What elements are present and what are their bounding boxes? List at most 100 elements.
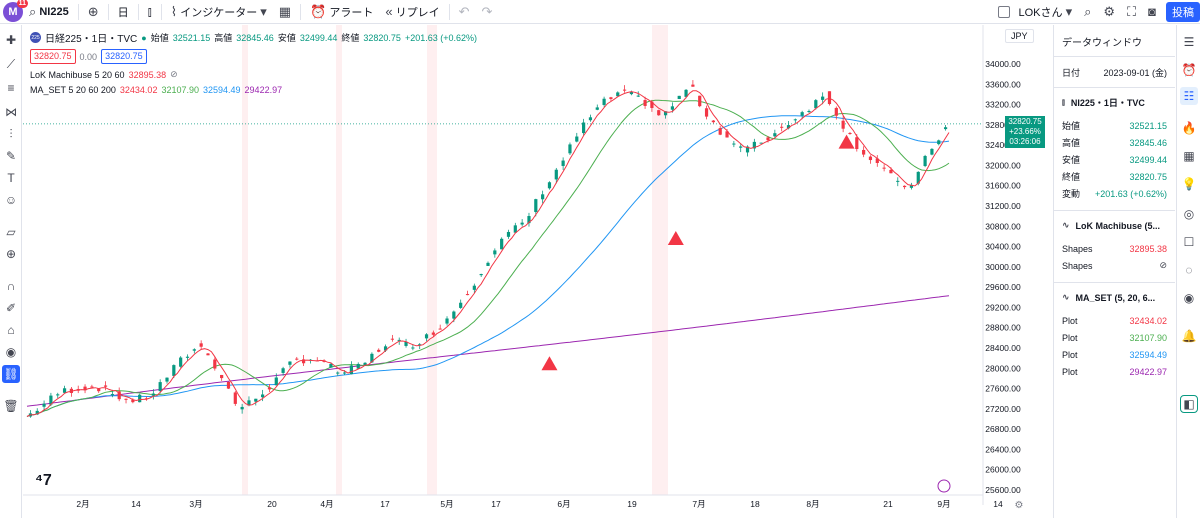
indicator2-section-header[interactable]: ∿ MA_SET (5, 20, 6... [1054, 282, 1175, 312]
chat-icon[interactable]: ☐ [1183, 235, 1195, 249]
text-icon[interactable]: T [7, 171, 15, 185]
candle-body [500, 238, 504, 250]
candle-body [172, 365, 176, 376]
candle-body [179, 357, 183, 367]
candle-body [609, 97, 613, 99]
ma-60-line [26, 115, 950, 417]
chart-type-button[interactable]: ⫾ [142, 0, 158, 24]
legend-indicator-1[interactable]: LoK Machibuse 5 20 60 32895.38 ⊘ [30, 69, 178, 80]
candle-body [814, 100, 818, 109]
search-icon: ⌕ [1084, 3, 1092, 19]
brush-icon[interactable]: ✎ [5, 149, 17, 163]
right-toolbar: ☰ ⏰ ☷ 🔥 ▦ 💡 ◎ ☐ ◌ ◉ 🔔 ◧ [1176, 25, 1200, 518]
alerts-icon[interactable]: ⏰ [1181, 63, 1197, 77]
legend-indicator-2[interactable]: MA_SET 5 20 60 200 32434.02 32107.90 325… [30, 85, 283, 95]
price-tick-label: 31200.00 [985, 201, 1021, 211]
candle-body [534, 199, 538, 212]
candle-body [90, 386, 94, 388]
candle-body [158, 382, 162, 392]
candle-body [274, 377, 278, 386]
candle-body [575, 136, 579, 142]
candle-body [206, 353, 210, 356]
bell-icon[interactable]: 🔔 [1181, 329, 1197, 343]
indicator2-label: Plot [1062, 366, 1078, 377]
currency-button[interactable]: JPY [1005, 29, 1034, 43]
emoji-icon[interactable]: ☺ [4, 193, 18, 207]
zoom-in-icon[interactable]: ⊕ [5, 247, 17, 261]
magnet-icon[interactable]: ∩ [6, 279, 16, 293]
crosshair-icon[interactable]: ✚ [5, 33, 17, 47]
lock-drawing-icon[interactable]: ✐ [5, 301, 17, 315]
alarm-icon: ⏰ [310, 3, 327, 19]
candle-body [698, 95, 702, 107]
candle-body [411, 347, 415, 349]
tradingview-logo-icon[interactable]: ⁴7 [35, 472, 52, 489]
calendar-icon[interactable]: ▦ [1183, 149, 1195, 163]
candle-body [138, 394, 142, 403]
templates-button[interactable]: ▦ [273, 0, 297, 24]
price-tick-label: 30400.00 [985, 242, 1021, 252]
ideas-icon[interactable]: 💡 [1181, 177, 1197, 191]
sell-button[interactable]: 32820.75 [30, 49, 76, 64]
ruler-icon[interactable]: ▱ [6, 225, 16, 239]
price-tick-label: 26400.00 [985, 444, 1021, 454]
notifications-icon[interactable]: ◌ [1185, 263, 1193, 277]
legend-title[interactable]: 日経225・1日・TVC [45, 34, 138, 45]
trading-panel-icon[interactable]: ◧ [1180, 395, 1198, 413]
indicator1-row: Shapes 32895.38 [1054, 240, 1175, 257]
trash-icon[interactable]: 🗑 [3, 399, 19, 413]
drawing-toolbar: ✚ ⟋ ≡ ⋈ ⫶ ✎ T ☺ ▱ ⊕ ∩ ✐ ⌂ ◉ ⛓ 🗑 [0, 25, 22, 518]
candle-body [397, 339, 401, 341]
fib-retracement-icon[interactable]: ≡ [7, 81, 15, 95]
profile-avatar[interactable]: M 11 [3, 0, 28, 22]
settings-button[interactable]: ⚙ [1097, 0, 1121, 24]
time-tick-label: 4月 [320, 499, 333, 509]
time-tick-label: 17 [491, 499, 501, 509]
compare-symbol-button[interactable]: ⊕ [82, 0, 105, 24]
indicator1-label: Shapes [1062, 260, 1093, 271]
indicator2-value: 32434.02 [1129, 315, 1167, 326]
candle-body [827, 91, 832, 105]
ohlc-value: 32845.46 [1129, 137, 1167, 148]
layout-button[interactable]: LOKさん ▾ [992, 0, 1078, 24]
candle-body [670, 106, 674, 110]
undo-button[interactable]: ↶ [453, 0, 476, 24]
redo-button[interactable]: ↷ [476, 0, 499, 24]
candle-body [103, 385, 108, 387]
legend-open: 32521.15 [172, 32, 211, 43]
indicator2-value: 32107.90 [1129, 332, 1167, 343]
alert-button[interactable]: ⏰ アラート [310, 3, 374, 19]
interval-button[interactable]: 日 [117, 6, 129, 19]
snapshot-button[interactable]: ◙ [1142, 0, 1162, 24]
time-tick-label: 3月 [189, 499, 202, 509]
hotlist-icon[interactable]: 🔥 [1181, 121, 1197, 135]
candle-body [711, 120, 715, 123]
indicator1-section-header[interactable]: ∿ LoK Machibuse (5... [1054, 210, 1175, 240]
symbol-search-button[interactable]: ⌕ NI225 [23, 0, 75, 24]
data-window-icon[interactable]: ☷ [1180, 87, 1198, 105]
eye-icon[interactable]: ◉ [5, 345, 17, 359]
chart-pane[interactable]: 34000.00 33600.00 33200.00 32800.00 32400.00… [23, 25, 1053, 518]
symbol-section-header[interactable]: ⫾ NI225・1日・TVC [1054, 87, 1175, 117]
watchlist-icon[interactable]: ☰ [1183, 35, 1195, 49]
trendline-icon[interactable]: ⟋ [6, 56, 16, 71]
buy-button[interactable]: 32820.75 [101, 49, 147, 64]
fullscreen-button[interactable]: ⛶ [1121, 0, 1142, 24]
wave-icon: ∿ [1062, 220, 1070, 230]
publish-button[interactable]: 投稿 [1166, 1, 1200, 22]
lock-icon[interactable]: ⌂ [7, 323, 15, 337]
indicators-button[interactable]: ⌇ インジケーター ▾ [170, 3, 267, 19]
streams-icon[interactable]: ◎ [1183, 207, 1195, 221]
candle-body [267, 387, 272, 390]
pattern-icon[interactable]: ⋈ [5, 105, 17, 119]
candle-body [192, 349, 196, 351]
broadcast-icon[interactable]: ◉ [1183, 291, 1195, 305]
candle-body [220, 374, 224, 379]
candle-body [356, 363, 360, 369]
link-icon[interactable]: ⛓ [2, 365, 20, 383]
price-chart[interactable]: 34000.00 33600.00 33200.00 32800.00 32400.00… [23, 25, 1053, 518]
quick-search-button[interactable]: ⌕ [1078, 0, 1097, 24]
prediction-icon[interactable]: ⫶ [9, 126, 13, 141]
candle-body [909, 184, 914, 188]
replay-button[interactable]: « リプレイ [385, 4, 440, 19]
